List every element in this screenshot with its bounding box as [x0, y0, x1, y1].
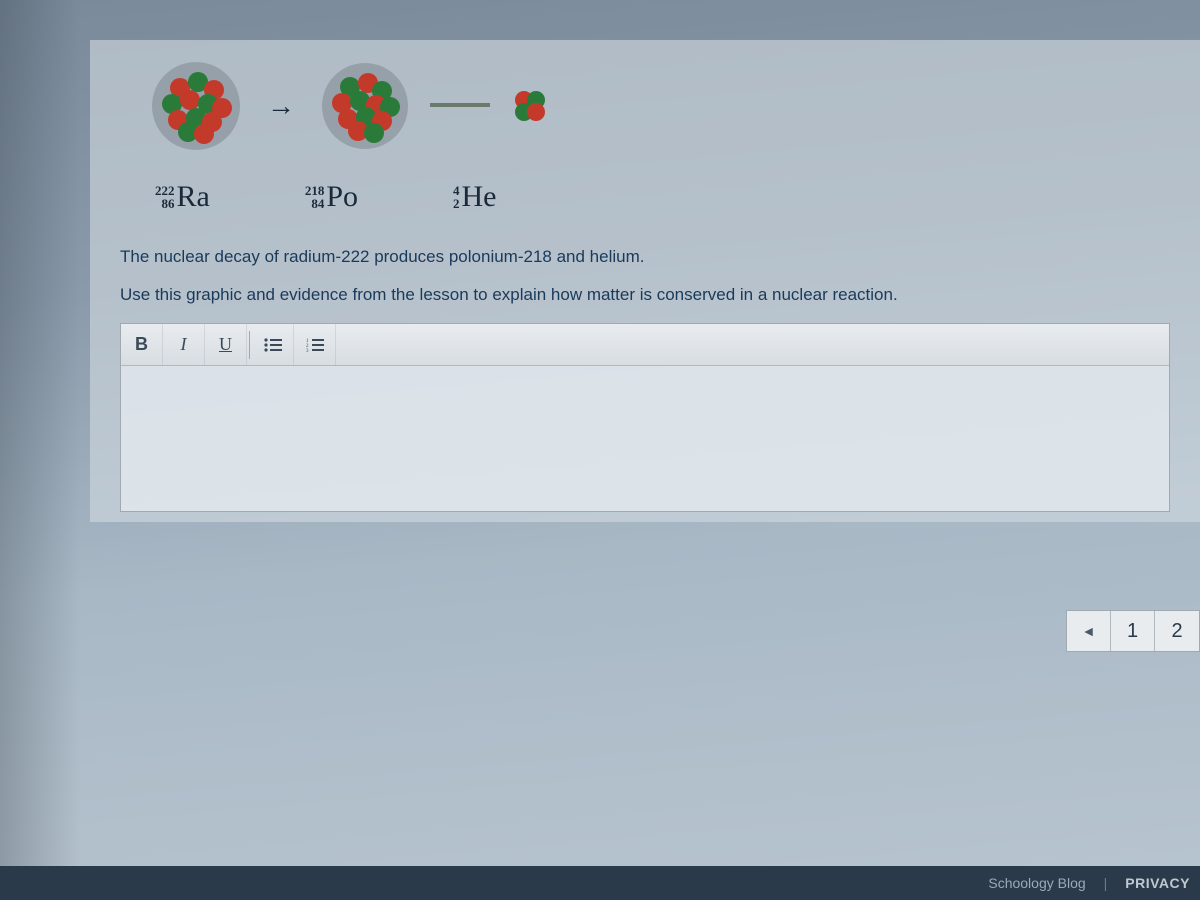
element-symbol: Po	[326, 182, 358, 212]
isotope-polonium: 218 84 Po	[305, 182, 358, 212]
editor-toolbar: B I U 1 2 3	[121, 324, 1169, 366]
atomic-number: 2	[453, 197, 460, 210]
blog-link[interactable]: Schoology Blog	[988, 875, 1085, 891]
isotope-labels: 222 86 Ra 218 84 Po 4 2 He	[155, 182, 1170, 212]
plus-separator-icon	[430, 97, 490, 115]
question-line-1: The nuclear decay of radium-222 produces…	[120, 247, 1170, 267]
question-line-2: Use this graphic and evidence from the l…	[120, 285, 1170, 305]
question-panel: →	[90, 40, 1200, 522]
pagination: ◄ 1 2	[1066, 610, 1200, 652]
footer-bar: Schoology Blog | PRIVACY	[0, 866, 1200, 900]
atomic-number: 84	[311, 197, 324, 210]
element-symbol: He	[462, 182, 497, 212]
footer-separator: |	[1104, 875, 1108, 891]
prev-page-button[interactable]: ◄	[1067, 611, 1111, 651]
toolbar-separator	[249, 331, 250, 359]
privacy-link[interactable]: PRIVACY	[1125, 875, 1190, 891]
page-2-button[interactable]: 2	[1155, 611, 1199, 651]
nucleus-polonium	[320, 61, 410, 151]
svg-text:3: 3	[306, 349, 309, 353]
isotope-radium: 222 86 Ra	[155, 182, 210, 212]
nucleus-radium	[150, 60, 242, 152]
decay-diagram: →	[150, 60, 1170, 152]
page-1-button[interactable]: 1	[1111, 611, 1155, 651]
answer-editor: B I U 1 2 3	[120, 323, 1170, 512]
underline-button[interactable]: U	[205, 324, 247, 366]
atomic-number: 86	[162, 197, 175, 210]
bold-button[interactable]: B	[121, 324, 163, 366]
left-vignette	[0, 0, 80, 900]
unordered-list-button[interactable]	[252, 324, 294, 366]
nucleus-helium	[510, 86, 550, 126]
reaction-arrow-icon: →	[267, 90, 295, 122]
italic-button[interactable]: I	[163, 324, 205, 366]
isotope-helium: 4 2 He	[453, 182, 496, 212]
ordered-list-button[interactable]: 1 2 3	[294, 324, 336, 366]
answer-textarea[interactable]	[121, 366, 1169, 511]
element-symbol: Ra	[177, 182, 210, 212]
